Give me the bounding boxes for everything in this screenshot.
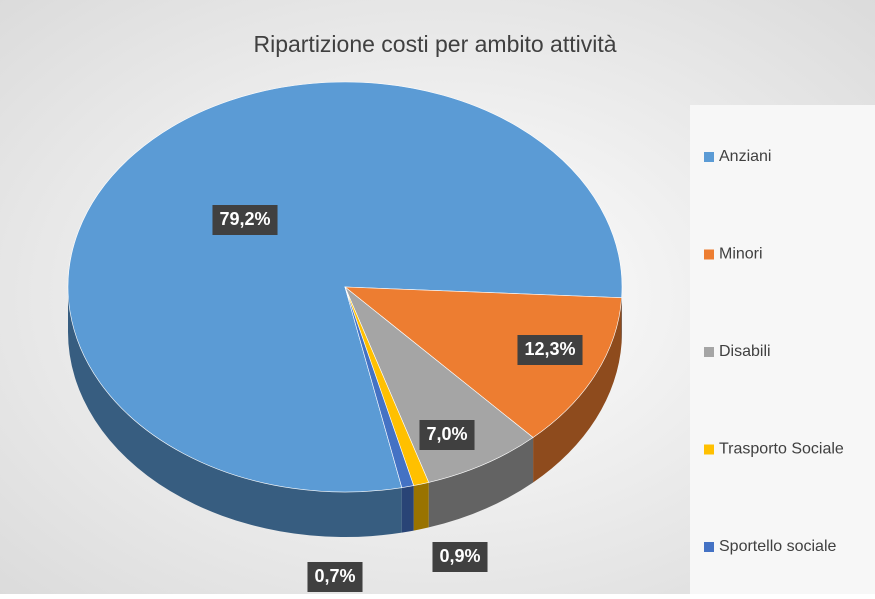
- legend-swatch: [704, 250, 714, 260]
- pie: [68, 82, 622, 537]
- legend-swatch: [704, 152, 714, 162]
- chart-title: Ripartizione costi per ambito attività: [253, 31, 616, 57]
- legend-label: Minori: [719, 246, 763, 263]
- legend-swatch: [704, 347, 714, 357]
- data-label: 7,0%: [426, 424, 467, 444]
- data-label: 12,3%: [524, 339, 575, 359]
- legend-label: Trasporto Sociale: [719, 441, 844, 458]
- legend-label: Disabili: [719, 343, 771, 360]
- legend-swatch: [704, 445, 714, 455]
- data-label: 0,7%: [314, 566, 355, 586]
- slice-side: [402, 486, 414, 533]
- legend-label: Sportello sociale: [719, 538, 837, 555]
- legend-label: Anziani: [719, 148, 771, 165]
- legend-swatch: [704, 542, 714, 552]
- data-label: 0,9%: [439, 546, 480, 566]
- data-label: 79,2%: [219, 209, 270, 229]
- slice-side: [414, 482, 429, 530]
- legend-panel: [690, 105, 875, 594]
